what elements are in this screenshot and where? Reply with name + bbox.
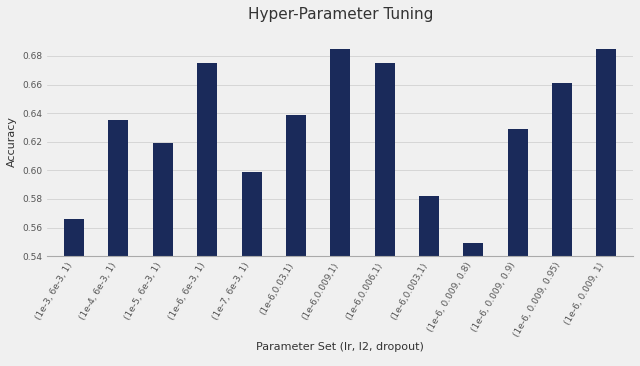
Bar (463, 243, 483, 366)
Bar (508, 129, 528, 366)
Bar (241, 172, 262, 366)
Bar (596, 49, 616, 366)
Bar (374, 63, 395, 366)
Bar (64, 219, 84, 366)
Bar (109, 120, 129, 366)
Bar (286, 115, 306, 366)
Bar (419, 196, 439, 366)
Y-axis label: Accuracy: Accuracy (7, 116, 17, 167)
Bar (330, 49, 350, 366)
Title: Hyper-Parameter Tuning: Hyper-Parameter Tuning (248, 7, 433, 22)
X-axis label: Parameter Set (lr, l2, dropout): Parameter Set (lr, l2, dropout) (257, 341, 424, 352)
Bar (197, 63, 217, 366)
Bar (552, 83, 572, 366)
Bar (153, 143, 173, 366)
